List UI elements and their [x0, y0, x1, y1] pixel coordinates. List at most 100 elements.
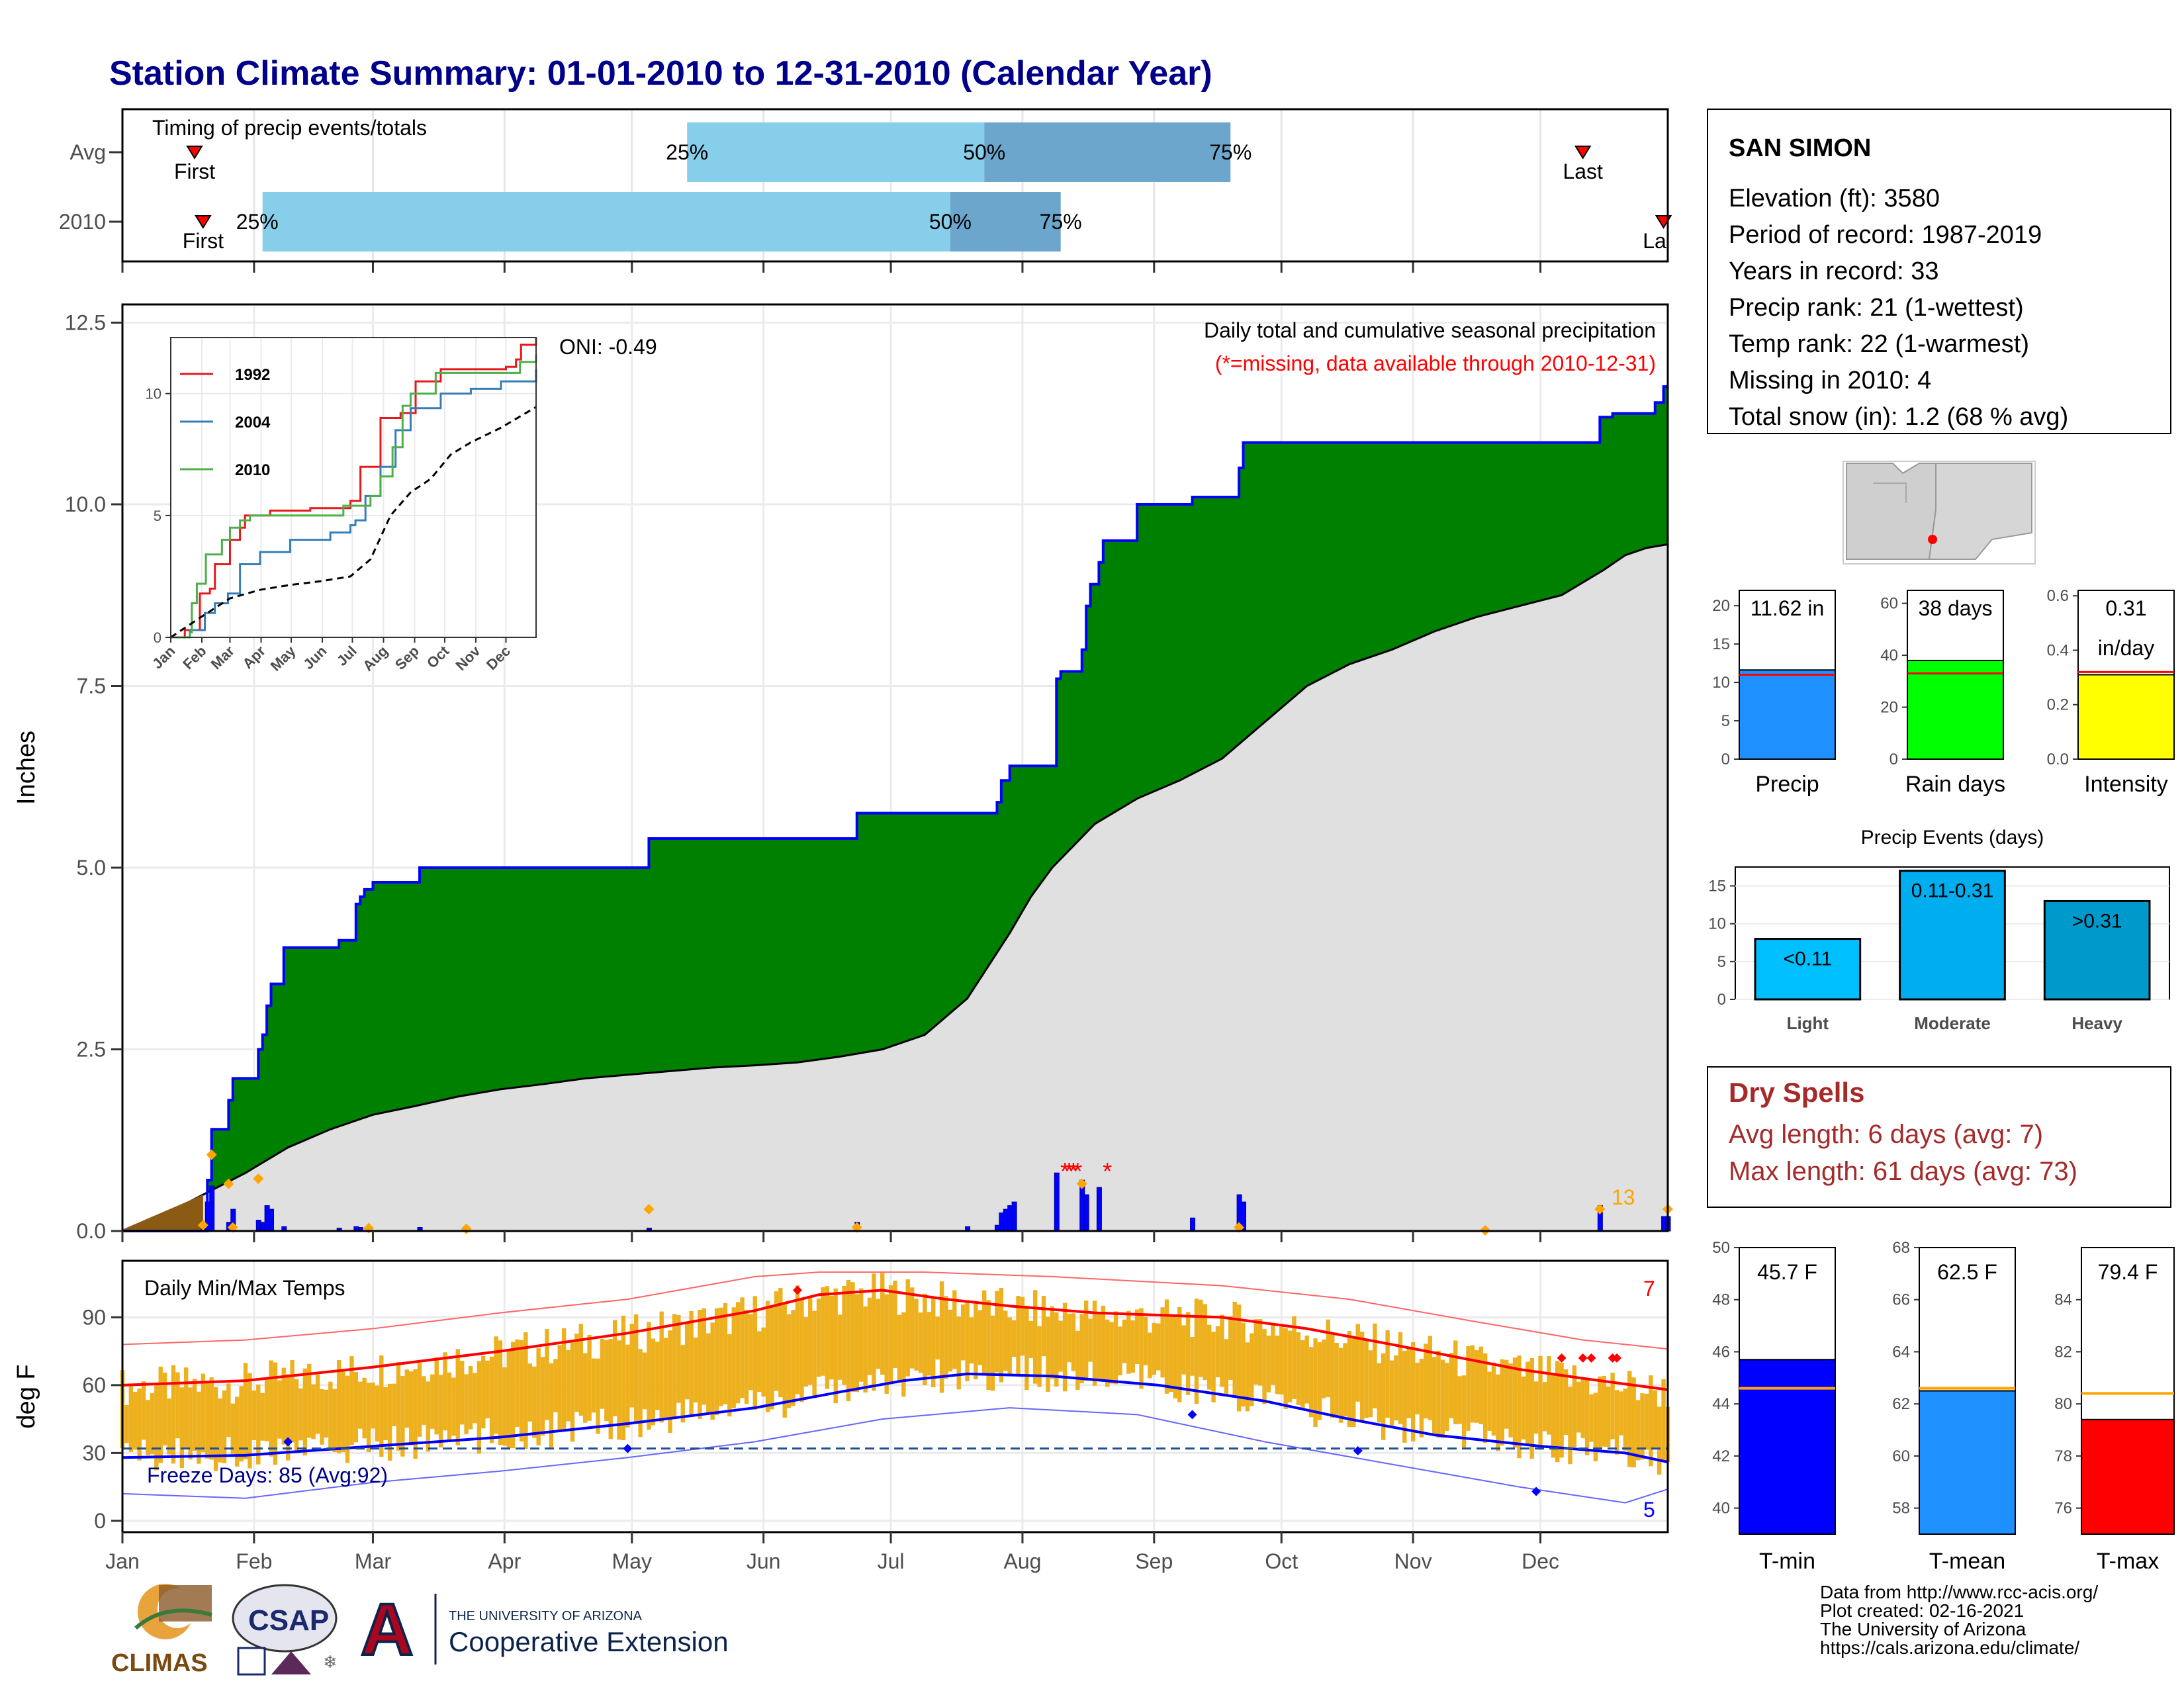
- climas-logo: CLIMAS: [111, 1584, 212, 1677]
- daily-temp-range-bar: [1194, 1299, 1199, 1404]
- mini-bar-tick-label: 0.2: [2047, 696, 2069, 714]
- daily-temp-range-bar: [1134, 1309, 1140, 1364]
- daily-temp-range-bar: [952, 1290, 957, 1369]
- daily-temp-range-bar: [205, 1381, 210, 1459]
- daily-temp-range-bar: [1296, 1332, 1301, 1405]
- month-tick-label: Aug: [1003, 1549, 1041, 1573]
- daily-temp-range-bar: [1203, 1304, 1207, 1381]
- daily-temp-range-bar: [141, 1381, 146, 1440]
- daily-temp-range-bar: [604, 1340, 609, 1422]
- daily-temp-range-bar: [1415, 1362, 1420, 1415]
- daily-temp-range-bar: [387, 1383, 392, 1461]
- daily-temp-range-bar: [1118, 1326, 1122, 1376]
- mini-bar-Rain days: [1907, 659, 2004, 760]
- daily-temp-range-bar: [1373, 1323, 1377, 1408]
- daily-temp-range-bar: [990, 1315, 995, 1391]
- daily-temp-range-bar: [587, 1334, 592, 1421]
- dry-spells-box: Dry Spells Avg length: 6 days (avg: 7) M…: [1707, 1066, 2171, 1208]
- temp-mini-tick-label: 62: [1892, 1395, 1910, 1413]
- daily-temp-range-bar: [358, 1381, 363, 1429]
- daily-temp-range-bar: [872, 1273, 876, 1391]
- daily-temp-range-bar: [1224, 1339, 1229, 1395]
- daily-temp-range-bar: [905, 1279, 910, 1377]
- footer-line-4: https://cals.arizona.edu/climate/: [1820, 1637, 2079, 1658]
- daily-temp-range-bar: [523, 1332, 528, 1449]
- daily-temp-range-bar: [778, 1288, 783, 1398]
- daily-temp-range-bar: [757, 1331, 762, 1393]
- daily-temp-range-bar: [1185, 1312, 1191, 1395]
- temp-mini-tick-label: 44: [1712, 1395, 1730, 1413]
- daily-temp-range-bar: [676, 1314, 681, 1403]
- daily-temp-range-bar: [1148, 1332, 1152, 1379]
- daily-temp-range-bar: [1164, 1299, 1169, 1394]
- missing-star: *: [1073, 1158, 1082, 1185]
- daily-temp-range-bar: [633, 1314, 639, 1423]
- daily-temp-range-bar: [553, 1359, 558, 1412]
- daily-temp-range-bar: [366, 1383, 371, 1453]
- daily-temp-range-bar: [332, 1389, 337, 1453]
- average-min-line: [122, 1372, 1668, 1464]
- annual-summary-bars: 11.62 in 0 5 10 15 20 Precip 38 days 0 20 40 60 Rain…: [1712, 587, 2175, 797]
- daily-temp-range-bar: [731, 1307, 736, 1408]
- mini-bar-label: Precip: [1755, 772, 1819, 797]
- daily-temp-range-bar: [290, 1359, 295, 1443]
- average-max-line: [122, 1289, 1668, 1391]
- daily-temp-range-bar: [842, 1285, 846, 1385]
- daily-max-marker: [206, 1149, 217, 1160]
- cold-count: 5: [1643, 1498, 1655, 1522]
- daily-max-marker: [223, 1178, 234, 1189]
- freeze-days-label: Freeze Days: 85 (Avg:92): [147, 1463, 388, 1487]
- daily-temp-range-bar: [1109, 1322, 1114, 1384]
- daily-temp-range-bar: [897, 1314, 902, 1381]
- inset-frame: [170, 337, 537, 638]
- events-bar-label: <0.11: [1783, 948, 1832, 970]
- daily-temp-range-bar: [566, 1349, 570, 1422]
- daily-temp-range-bar: [277, 1380, 282, 1439]
- daily-temp-range-bar: [1504, 1359, 1509, 1429]
- daily-temp-range-bar: [740, 1297, 745, 1398]
- daily-temp-range-bar: [345, 1375, 350, 1463]
- events-category-label: Heavy: [2071, 1013, 2122, 1033]
- daily-temp-range-bar: [226, 1383, 231, 1438]
- inset-y-tick-label: 0: [154, 629, 161, 646]
- daily-temp-range-bar: [1602, 1375, 1606, 1447]
- arizona-location-map: [1843, 461, 2036, 565]
- daily-temp-range-bar: [239, 1386, 244, 1462]
- daily-temp-range-bar: [1215, 1326, 1220, 1378]
- daily-temp-range-bar: [201, 1373, 206, 1453]
- daily-temp-range-bar: [1326, 1319, 1331, 1398]
- daily-temp-range-bar: [197, 1391, 201, 1464]
- mini-bar-value: 0.31: [2105, 596, 2146, 620]
- daily-temp-range-bar: [1075, 1330, 1080, 1390]
- daily-max-marker: [253, 1173, 264, 1184]
- record-high-marker: [1586, 1353, 1596, 1363]
- deficit-area: [122, 1195, 203, 1231]
- daily-temp-range-bar: [383, 1387, 388, 1441]
- daily-temp-range-bar: [1236, 1304, 1242, 1412]
- daily-temp-range-bar: [1559, 1363, 1564, 1458]
- events-tick-label: 5: [1717, 953, 1726, 971]
- csap-wordmark: CSAP: [248, 1604, 329, 1637]
- daily-temp-range-bar: [1419, 1359, 1424, 1438]
- month-tick-label: Mar: [355, 1549, 391, 1573]
- daily-temp-range-bar: [1241, 1322, 1246, 1407]
- inset-legend-label: 1992: [235, 366, 270, 384]
- record-max-line: [122, 1271, 1668, 1350]
- daily-temp-range-bar: [680, 1345, 685, 1423]
- daily-temp-range-bar: [714, 1308, 719, 1416]
- daily-temp-range-bar: [735, 1302, 741, 1404]
- daily-temp-range-bar: [1508, 1363, 1513, 1438]
- daily-temp-range-bar: [1402, 1350, 1407, 1443]
- temp-mini-label: T-min: [1759, 1549, 1815, 1574]
- precip-panel: 0.0 2.5 5.0 7.5 10.0 12.5 Inches ONI: -0.49 D…: [13, 303, 1673, 1243]
- daily-temp-range-bar: [1568, 1387, 1572, 1465]
- daily-temp-range-bar: [1525, 1361, 1530, 1444]
- precip-y-tick-label: 7.5: [77, 674, 106, 698]
- daily-temp-range-bar: [1627, 1371, 1632, 1467]
- daily-temp-range-bar: [795, 1285, 800, 1394]
- daily-temp-range-bar: [1385, 1330, 1390, 1418]
- daily-temp-range-bar: [281, 1367, 286, 1445]
- daily-temp-range-bar: [1461, 1375, 1467, 1448]
- daily-max-marker: [643, 1204, 655, 1215]
- daily-temp-range-bar: [1287, 1330, 1293, 1402]
